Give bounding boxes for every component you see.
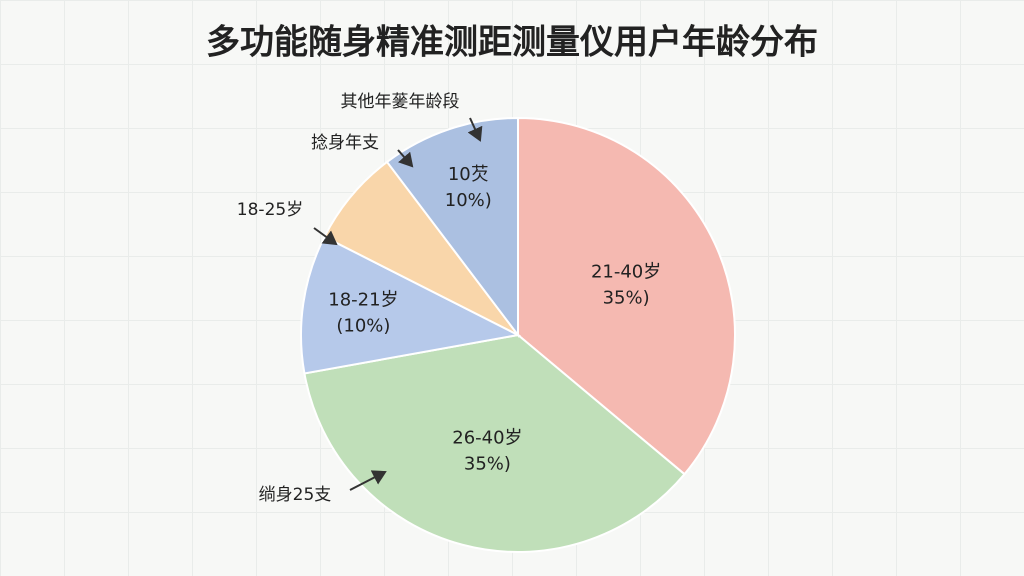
value-label: 10%) bbox=[445, 190, 492, 211]
annotation-arrow bbox=[397, 149, 414, 168]
slice-label: 10芡 bbox=[448, 164, 489, 185]
chart-title: 多功能随身精准测距测量仪用户年龄分布 bbox=[206, 23, 818, 63]
annotation: 其他年蓌年龄段 bbox=[341, 92, 460, 112]
value-label: (10%) bbox=[336, 315, 390, 336]
annotation: 绱身25支 bbox=[259, 485, 332, 505]
slice-label: 26-40岁 bbox=[452, 427, 522, 448]
slice-label: 18-21岁 bbox=[328, 289, 398, 310]
value-label: 35%) bbox=[464, 453, 511, 474]
pie-slice bbox=[303, 333, 686, 553]
annotation-arrow bbox=[349, 470, 387, 491]
pie-slice bbox=[385, 116, 519, 338]
annotation-arrow bbox=[313, 227, 338, 246]
annotation-arrow bbox=[467, 117, 483, 142]
pie-slice bbox=[300, 235, 522, 375]
value-label: 35%) bbox=[603, 287, 650, 308]
annotation: 捻身年支 bbox=[311, 133, 379, 153]
slice-label: 21-40岁 bbox=[591, 261, 661, 282]
pie-slice bbox=[517, 116, 736, 476]
annotation: 18-25岁 bbox=[237, 200, 303, 220]
